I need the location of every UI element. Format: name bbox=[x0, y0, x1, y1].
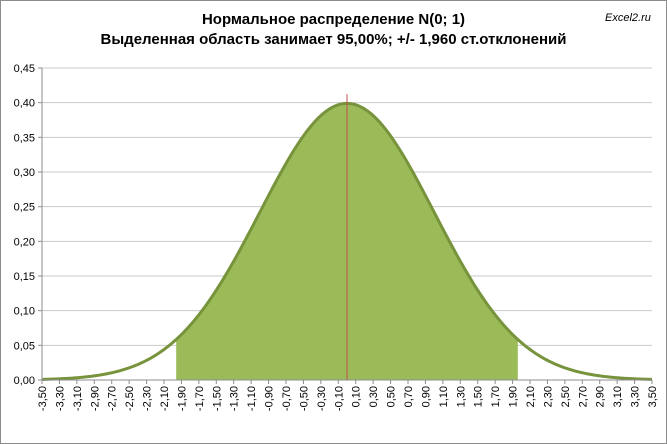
y-tick-label: 0,45 bbox=[14, 63, 35, 75]
x-tick-label: -1,50 bbox=[211, 386, 223, 411]
x-tick-label: 1,70 bbox=[490, 386, 502, 407]
x-tick-label: 1,50 bbox=[473, 386, 485, 407]
x-tick-label: 0,10 bbox=[351, 386, 363, 407]
x-tick-label: -1,90 bbox=[176, 386, 188, 411]
x-tick-label: -2,70 bbox=[107, 386, 119, 411]
x-tick-label: -0,90 bbox=[264, 386, 276, 411]
watermark: Excel2.ru bbox=[605, 12, 651, 24]
x-tick-label: -1,30 bbox=[229, 386, 241, 411]
x-tick-label: 0,70 bbox=[403, 386, 415, 407]
x-tick-label: -2,90 bbox=[89, 386, 101, 411]
x-tick-label: 3,50 bbox=[647, 386, 659, 407]
x-tick-label: 1,90 bbox=[508, 386, 520, 407]
y-tick-label: 0,00 bbox=[14, 375, 35, 387]
x-tick-label: -2,50 bbox=[124, 386, 136, 411]
x-tick-label: 0,50 bbox=[386, 386, 398, 407]
x-tick-label: -0,50 bbox=[298, 386, 310, 411]
x-tick-label: 3,10 bbox=[612, 386, 624, 407]
x-tick-label: 2,30 bbox=[542, 386, 554, 407]
x-tick-label: -3,10 bbox=[72, 386, 84, 411]
x-tick-label: 0,30 bbox=[368, 386, 380, 407]
y-tick-label: 0,30 bbox=[14, 167, 35, 179]
x-tick-label: -0,70 bbox=[281, 386, 293, 411]
x-tick-label: -0,30 bbox=[316, 386, 328, 411]
y-tick-label: 0,20 bbox=[14, 236, 35, 248]
y-tick-label: 0,10 bbox=[14, 306, 35, 318]
x-tick-label: 1,30 bbox=[455, 386, 467, 407]
x-tick-label: -3,30 bbox=[54, 386, 66, 411]
x-tick-label: 0,90 bbox=[420, 386, 432, 407]
x-tick-label: -0,10 bbox=[333, 386, 345, 411]
chart-title-block: Нормальное распределение N(0; 1) Выделен… bbox=[0, 10, 667, 50]
x-tick-label: 1,10 bbox=[438, 386, 450, 407]
y-tick-label: 0,15 bbox=[14, 271, 35, 283]
x-tick-label: -1,10 bbox=[246, 386, 258, 411]
x-tick-label: 3,30 bbox=[630, 386, 642, 407]
chart-subtitle: Выделенная область занимает 95,00%; +/- … bbox=[100, 31, 567, 48]
x-tick-label: -2,30 bbox=[142, 386, 154, 411]
x-tick-label: 2,10 bbox=[525, 386, 537, 407]
x-tick-label: 2,90 bbox=[595, 386, 607, 407]
x-tick-label: 2,50 bbox=[560, 386, 572, 407]
y-tick-label: 0,25 bbox=[14, 202, 35, 214]
x-tick-label: -2,10 bbox=[159, 386, 171, 411]
y-tick-label: 0,05 bbox=[14, 340, 35, 352]
x-tick-label: -1,70 bbox=[194, 386, 206, 411]
y-tick-label: 0,35 bbox=[14, 132, 35, 144]
y-tick-label: 0,40 bbox=[14, 98, 35, 110]
x-tick-label: 2,70 bbox=[577, 386, 589, 407]
x-tick-label: -3,50 bbox=[37, 386, 49, 411]
chart-title: Нормальное распределение N(0; 1) bbox=[201, 11, 466, 28]
